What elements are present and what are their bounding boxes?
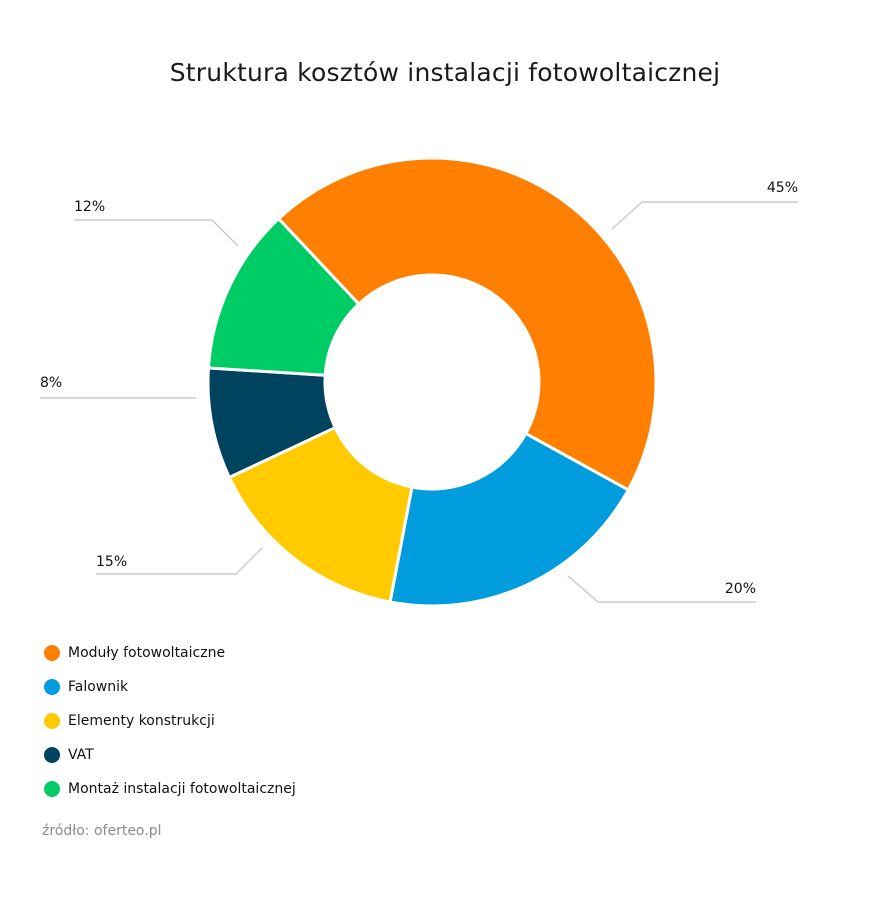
legend-item: Falownik: [44, 670, 296, 704]
data-label: 20%: [725, 581, 756, 597]
source-note: źródło: oferteo.pl: [42, 823, 162, 839]
data-label: 12%: [74, 199, 105, 215]
legend-label: Moduły fotowoltaiczne: [68, 645, 226, 661]
leader-line: [611, 201, 798, 230]
legend-item: Moduły fotowoltaiczne: [44, 636, 296, 670]
data-label: 8%: [40, 375, 62, 391]
legend-label: Montaż instalacji fotowoltaicznej: [68, 781, 296, 797]
donut-slice: [276, 156, 658, 492]
legend-swatch: [44, 781, 60, 797]
legend-swatch: [44, 747, 60, 763]
leader-line: [567, 575, 756, 603]
legend-swatch: [44, 679, 60, 695]
data-label: 45%: [767, 180, 798, 196]
legend-swatch: [44, 645, 60, 661]
data-label: 15%: [96, 554, 127, 570]
chart-title: Struktura kosztów instalacji fotowoltaic…: [169, 58, 721, 87]
leader-line: [96, 547, 263, 575]
legend-item: Montaż instalacji fotowoltaicznej: [44, 772, 296, 806]
leader-line: [74, 219, 239, 247]
donut-slice: [388, 431, 631, 608]
legend-item: VAT: [44, 738, 296, 772]
donut-slice: [206, 216, 361, 377]
donut-slice: [227, 425, 414, 604]
legend-label: VAT: [68, 747, 94, 763]
legend-label: Falownik: [68, 679, 129, 695]
legend-label: Elementy konstrukcji: [68, 713, 215, 729]
legend: Moduły fotowoltaiczne Falownik Elementy …: [44, 636, 296, 806]
legend-swatch: [44, 713, 60, 729]
legend-item: Elementy konstrukcji: [44, 704, 296, 738]
